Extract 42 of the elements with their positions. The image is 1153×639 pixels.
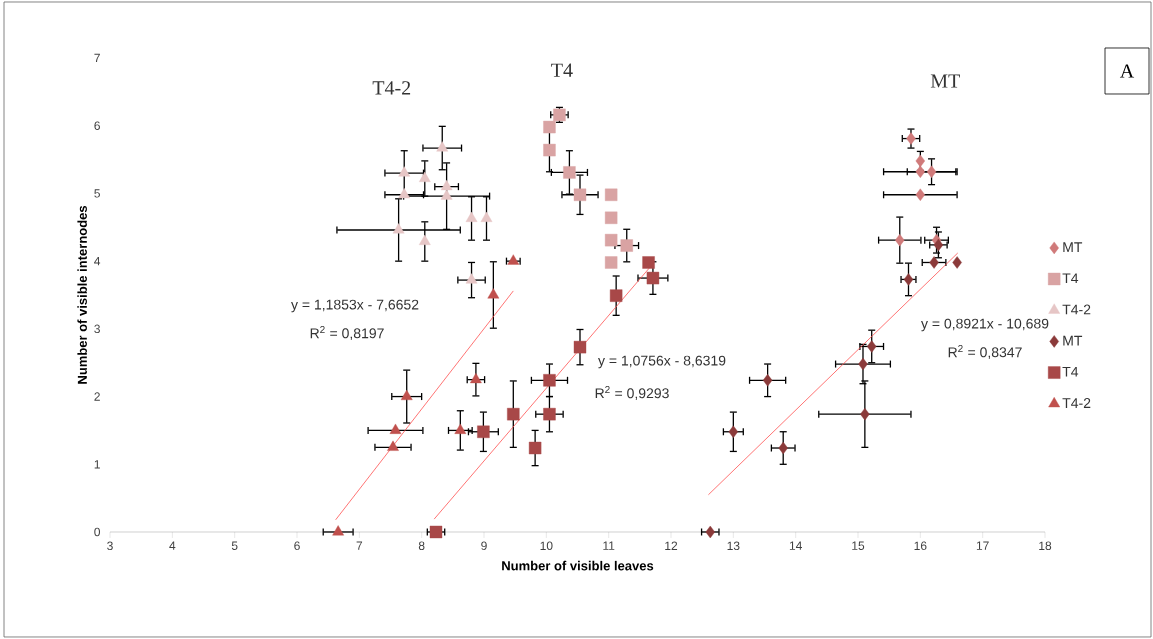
- annotation: y = 1,1853x - 7,6652: [291, 299, 419, 313]
- x-tick-label: 6: [294, 541, 300, 551]
- x-tick-label: 17: [976, 541, 989, 550]
- annotation: MT: [930, 74, 960, 88]
- annotation: T4: [551, 63, 573, 77]
- y-tick-label: 4: [94, 257, 101, 266]
- x-tick-label: 18: [1039, 541, 1052, 551]
- x-tick-label: 9: [481, 541, 487, 551]
- legend-label: MT: [1063, 335, 1083, 346]
- x-tick-label: 12: [665, 541, 678, 550]
- annotation: R$^{2}$ = 0,8347: [948, 345, 1022, 359]
- y-axis-title: Number of visible internodes: [77, 205, 87, 384]
- y-tick-label: 1: [94, 460, 100, 469]
- legend-label: T4: [1062, 366, 1079, 377]
- legend-label: T4-2: [1062, 304, 1091, 315]
- y-tick-label: 6: [94, 121, 100, 130]
- y-tick-label: 2: [94, 392, 100, 401]
- x-tick-label: 16: [914, 541, 927, 551]
- legend-label: T4-2: [1062, 398, 1091, 408]
- annotation: R$^{2}$ = 0,9293: [595, 386, 669, 400]
- x-tick-label: 11: [603, 541, 615, 550]
- y-tick-label: 5: [94, 189, 100, 198]
- x-tick-label: 7: [356, 541, 363, 550]
- y-tick-label: 7: [94, 53, 100, 63]
- annotation: R$^{2}$ = 0,8197: [310, 326, 384, 340]
- x-axis-title: Number of visible leaves: [502, 560, 654, 571]
- x-tick-label: 13: [727, 541, 740, 551]
- x-tick-label: 5: [231, 541, 238, 550]
- y-tick-label: 0: [94, 527, 101, 537]
- x-tick-label: 14: [789, 541, 802, 550]
- annotation: y = 0,8921x - 10,689: [921, 318, 1049, 332]
- x-tick-label: 4: [169, 541, 176, 550]
- x-tick-label: 10: [540, 541, 553, 551]
- x-tick-label: 15: [852, 541, 865, 550]
- legend-label: MT: [1063, 242, 1083, 252]
- annotation: y = 1,0756x - 8,6319: [598, 355, 726, 369]
- legend-label: T4: [1062, 273, 1079, 284]
- y-tick-label: 3: [94, 324, 100, 334]
- text: A: [1119, 64, 1135, 78]
- x-tick-label: 3: [107, 541, 113, 551]
- annotation: T4-2: [372, 81, 411, 95]
- x-tick-label: 8: [418, 541, 425, 551]
